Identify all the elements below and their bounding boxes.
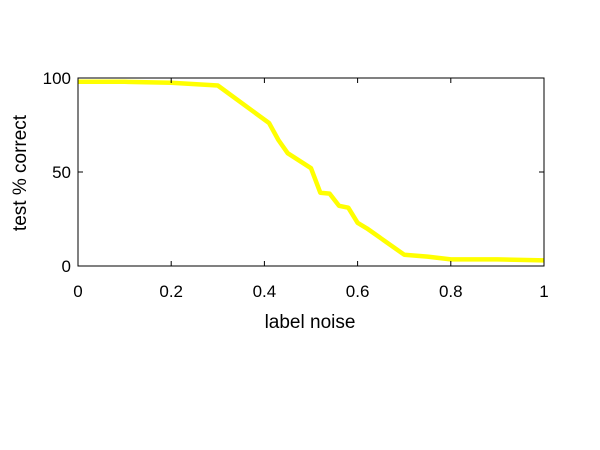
axes-layer: 0 0.2 0.4 0.6 0.8 1 0 50 100 xyxy=(43,69,549,301)
x-axis-label: label noise xyxy=(265,312,356,333)
x-tick-label: 0.6 xyxy=(346,282,370,301)
y-tick-label: 0 xyxy=(62,257,71,276)
y-tick-label: 50 xyxy=(52,163,71,182)
x-tick-label: 0.4 xyxy=(253,282,277,301)
x-tick-label: 1 xyxy=(539,282,548,301)
x-tick-label: 0.8 xyxy=(439,282,463,301)
x-tick-label: 0 xyxy=(73,282,82,301)
y-tick-label: 100 xyxy=(43,69,71,88)
y-axis-label: test % correct xyxy=(10,114,31,231)
series-line-1 xyxy=(78,79,545,263)
series-layer xyxy=(78,79,545,263)
x-tick-label: 0.2 xyxy=(159,282,183,301)
